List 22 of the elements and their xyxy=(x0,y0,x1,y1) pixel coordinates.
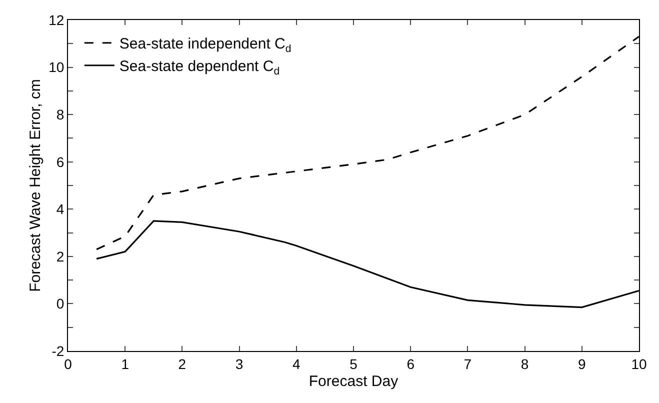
x-tick-label: 7 xyxy=(464,356,472,372)
x-tick-label: 2 xyxy=(178,356,186,372)
legend-label: Sea-state dependent C$_{d}$ xyxy=(119,58,280,78)
y-tick-label: 4 xyxy=(56,201,64,218)
x-tick-label: 1 xyxy=(121,356,130,372)
y-tick-label: -2 xyxy=(52,342,64,359)
x-tick-label: 9 xyxy=(578,356,586,372)
y-tick-label: 6 xyxy=(56,154,64,170)
y-tick-label: 0 xyxy=(56,296,64,312)
y-tick-label: 10 xyxy=(48,59,64,76)
legend-label: Sea-state independent C$_{d}$ xyxy=(119,36,292,55)
x-tick-label: 6 xyxy=(406,356,415,372)
y-tick-label: 8 xyxy=(56,106,64,122)
y-axis-title: Forecast Wave Height Error, cm xyxy=(26,79,44,292)
y-tick-label: 2 xyxy=(56,248,64,264)
x-axis-title: Forecast Day xyxy=(308,372,399,390)
x-tick-label: 3 xyxy=(235,356,244,372)
x-tick-label: 5 xyxy=(350,356,358,372)
x-tick-label: 10 xyxy=(631,356,647,372)
y-tick-label: 12 xyxy=(48,12,64,28)
x-tick-label: 4 xyxy=(292,356,300,372)
x-tick-label: 8 xyxy=(520,356,529,372)
